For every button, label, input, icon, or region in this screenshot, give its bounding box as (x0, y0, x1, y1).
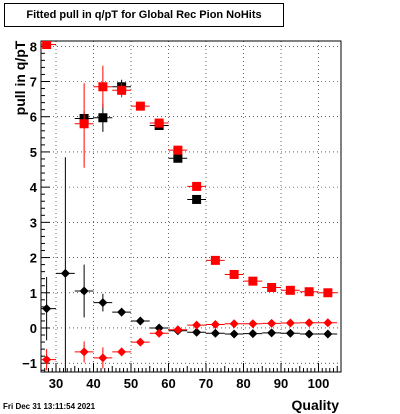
data-point-diamond (98, 298, 108, 308)
y-tick-label: 8 (30, 39, 37, 54)
data-point-square (173, 153, 183, 163)
x-tick-label: 40 (86, 376, 100, 391)
data-point-square (229, 269, 239, 279)
data-point-diamond (229, 319, 239, 329)
x-tick-label: 90 (274, 376, 288, 391)
x-tick-label: 100 (308, 376, 330, 391)
data-point-diamond (42, 304, 52, 314)
data-point-square (192, 181, 202, 191)
data-point-diamond (135, 316, 145, 326)
data-point-diamond (210, 328, 220, 338)
data-point-diamond (154, 328, 164, 338)
chart-title: Fitted pull in q/pT for Global Rec Pion … (4, 3, 284, 27)
data-point-square (79, 119, 89, 129)
y-tick-label: 0 (30, 321, 37, 336)
data-point-diamond (117, 307, 127, 317)
data-point-square (173, 145, 183, 155)
y-tick-label: −1 (22, 356, 37, 371)
data-point-diamond (42, 355, 52, 365)
timestamp-footer: Fri Dec 31 13:11:54 2021 (3, 402, 96, 411)
data-point-square (117, 85, 127, 95)
data-point-square (192, 194, 202, 204)
x-axis-label: Quality (291, 397, 339, 413)
y-tick-label: 2 (30, 251, 37, 266)
data-point-diamond (60, 268, 70, 278)
data-point-square (267, 282, 277, 292)
data-point-diamond (192, 327, 202, 337)
y-tick-label: 5 (30, 145, 37, 160)
x-tick-label: 50 (124, 376, 138, 391)
y-tick-label: 6 (30, 110, 37, 125)
data-point-square (98, 113, 108, 123)
data-point-diamond (323, 318, 333, 328)
data-point-square (285, 285, 295, 295)
data-point-square (98, 82, 108, 92)
data-point-diamond (192, 320, 202, 330)
data-point-diamond (285, 328, 295, 338)
plot-frame (40, 40, 342, 373)
data-point-square (135, 101, 145, 111)
x-tick-label: 60 (161, 376, 175, 391)
x-tick-label: 70 (199, 376, 213, 391)
y-tick-label: 1 (30, 286, 37, 301)
x-tick-label: 30 (49, 376, 63, 391)
data-point-diamond (304, 329, 314, 339)
data-point-square (323, 288, 333, 298)
data-point-diamond (267, 318, 277, 328)
data-point-diamond (267, 328, 277, 338)
data-point-diamond (117, 347, 127, 357)
data-point-diamond (98, 353, 108, 363)
data-point-diamond (229, 329, 239, 339)
data-point-diamond (154, 323, 164, 333)
data-point-diamond (79, 286, 89, 296)
x-tick-label: 80 (236, 376, 250, 391)
data-point-diamond (135, 337, 145, 347)
data-points-group (41, 41, 338, 372)
y-tick-label: 7 (30, 74, 37, 89)
data-point-square (248, 276, 258, 286)
data-point-diamond (248, 329, 258, 339)
data-point-square (154, 118, 164, 128)
data-point-diamond (210, 319, 220, 329)
data-point-square (42, 41, 52, 50)
data-point-diamond (173, 325, 183, 335)
data-point-diamond (285, 318, 295, 328)
data-point-diamond (304, 318, 314, 328)
y-tick-label: 3 (30, 215, 37, 230)
data-point-diamond (248, 319, 258, 329)
data-point-diamond (323, 329, 333, 339)
y-tick-label: 4 (30, 180, 38, 195)
data-point-diamond (79, 347, 89, 357)
data-point-square (304, 287, 314, 297)
data-point-square (210, 255, 220, 265)
